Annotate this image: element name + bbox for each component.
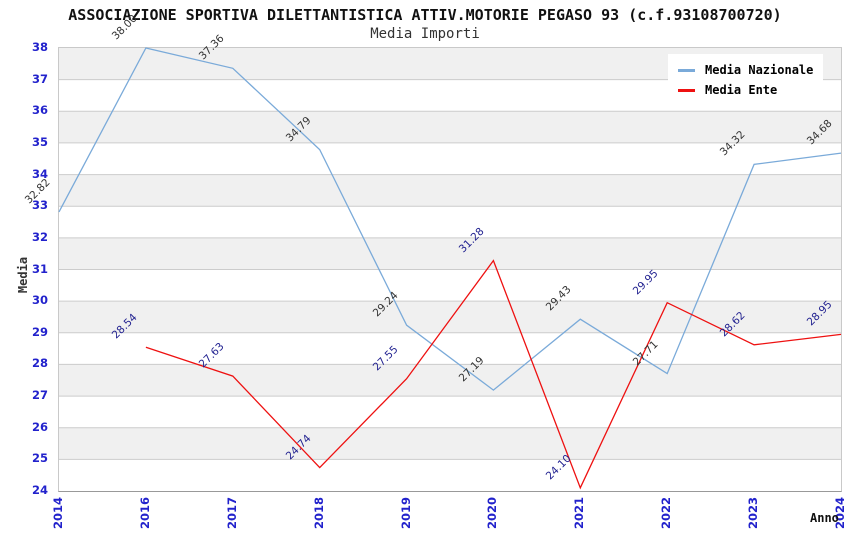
y-tick-label: 34 xyxy=(31,166,48,181)
x-tick-label: 2020 xyxy=(485,497,500,530)
legend-item-media-nazionale: Media Nazionale xyxy=(678,60,813,80)
y-tick-label: 35 xyxy=(31,134,48,149)
x-tick-label: 2016 xyxy=(137,497,152,530)
y-tick-label: 26 xyxy=(31,419,48,434)
x-tick-label: 2021 xyxy=(572,497,587,530)
chart-subtitle: Media Importi xyxy=(370,26,480,42)
y-tick-label: 25 xyxy=(31,451,48,466)
chart-title: ASSOCIAZIONE SPORTIVA DILETTANTISTICA AT… xyxy=(68,6,782,24)
y-tick-label: 37 xyxy=(31,71,48,86)
y-tick-label: 31 xyxy=(31,261,48,276)
series-lines xyxy=(58,47,842,490)
y-tick-label: 38 xyxy=(31,40,48,54)
legend: Media Nazionale Media Ente xyxy=(668,54,824,108)
media-nazionale-line-swatch xyxy=(678,68,695,72)
y-tick-label: 33 xyxy=(31,198,48,213)
plot-area xyxy=(58,47,842,492)
x-tick-label: 2022 xyxy=(659,497,674,530)
y-tick-label: 28 xyxy=(31,356,48,371)
x-axis-title: Anno xyxy=(810,511,839,525)
x-tick-label: 2019 xyxy=(398,497,413,530)
y-tick-label: 27 xyxy=(31,388,48,403)
legend-label: Media Nazionale xyxy=(705,63,814,77)
x-tick-label: 2017 xyxy=(224,497,239,530)
legend-item-media-ente: Media Ente xyxy=(678,80,813,100)
media-ente-line-swatch xyxy=(678,88,695,92)
y-tick-label: 36 xyxy=(31,103,48,118)
y-tick-label: 24 xyxy=(31,483,48,497)
x-tick-label: 2014 xyxy=(51,497,65,530)
x-tick-label: 2023 xyxy=(746,497,761,530)
y-tick-label: 32 xyxy=(31,229,48,244)
legend-label: Media Ente xyxy=(705,83,778,97)
y-tick-label: 29 xyxy=(31,324,48,339)
y-tick-label: 30 xyxy=(31,293,48,308)
x-tick-label: 2018 xyxy=(311,497,326,530)
